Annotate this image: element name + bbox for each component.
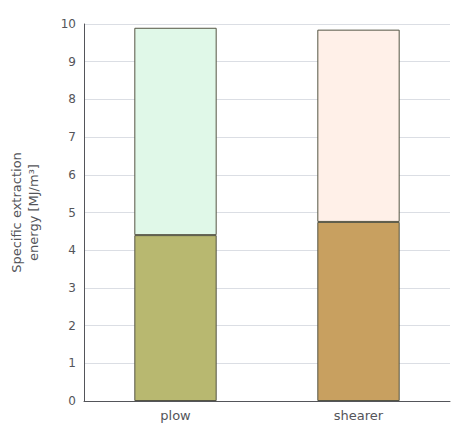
svg-text:8: 8 (68, 92, 76, 106)
svg-text:4: 4 (68, 243, 76, 257)
svg-text:7: 7 (68, 130, 76, 144)
svg-text:1: 1 (68, 356, 76, 370)
svg-text:Specific extraction: Specific extraction (9, 152, 24, 273)
svg-text:2: 2 (68, 319, 76, 333)
svg-text:shearer: shearer (334, 408, 384, 423)
svg-text:plow: plow (160, 408, 191, 423)
svg-text:0: 0 (68, 394, 76, 408)
svg-text:3: 3 (68, 281, 76, 295)
svg-text:6: 6 (68, 168, 76, 182)
svg-text:10: 10 (61, 17, 76, 31)
svg-text:9: 9 (68, 55, 76, 69)
svg-text:energy [MJ/m³]: energy [MJ/m³] (26, 164, 41, 261)
svg-text:5: 5 (68, 206, 76, 220)
